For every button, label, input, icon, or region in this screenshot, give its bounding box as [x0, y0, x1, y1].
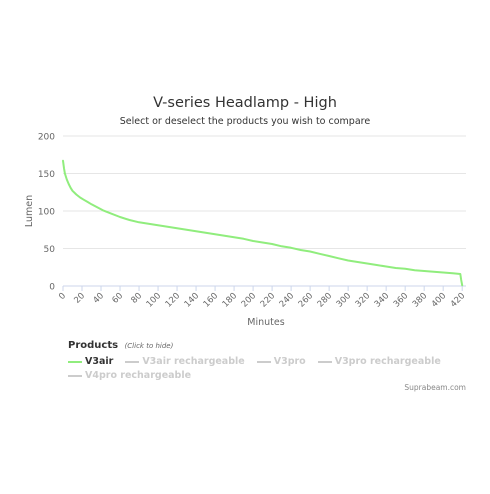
y-tick-label: 100 — [38, 208, 55, 218]
legend-swatch — [317, 360, 332, 363]
series-line-v3air[interactable] — [62, 159, 464, 287]
x-tick-label: 60 — [110, 291, 125, 306]
x-tick-label: 260 — [297, 291, 316, 310]
x-axis-title: Minutes — [247, 317, 284, 328]
chart-title: V-series Headlamp - High — [153, 95, 337, 111]
x-tick-label: 180 — [221, 291, 240, 310]
legend-label: V3air — [85, 356, 114, 367]
y-tick-label: 0 — [49, 283, 55, 293]
series-layer — [62, 159, 464, 287]
legend-hint: (Click to hide) — [124, 342, 174, 350]
x-tick-label: 340 — [373, 291, 392, 310]
legend-swatch — [68, 360, 82, 363]
legend: Products (Click to hide) V3air V3air rech… — [68, 340, 448, 382]
x-tick-label: 300 — [335, 291, 354, 310]
legend-label: V3pro — [273, 356, 306, 367]
x-tick-label: 100 — [145, 291, 164, 310]
x-tick-label: 380 — [411, 291, 430, 310]
legend-label: V3air rechargeable — [142, 356, 245, 367]
legend-label: V4pro rechargeable — [85, 370, 192, 381]
x-tick-label: 20 — [72, 291, 87, 306]
x-tick-label: 360 — [392, 291, 411, 310]
x-tick-label: 200 — [240, 291, 259, 310]
x-tick-label: 420 — [449, 291, 468, 310]
legend-label: V3pro rechargeable — [334, 356, 441, 367]
y-axis-title: Lumen — [24, 195, 35, 227]
x-tick-label: 160 — [202, 291, 221, 310]
legend-item-v4pro-rechargeable[interactable]: V4pro rechargeable — [68, 369, 191, 382]
y-tick-label: 150 — [38, 170, 55, 180]
x-tick-label: 80 — [129, 291, 144, 306]
x-tick-label: 120 — [164, 291, 183, 310]
legend-title: Products (Click to hide) — [68, 340, 448, 351]
x-tick-label: 0 — [57, 291, 68, 302]
legend-title-text: Products — [68, 340, 119, 351]
y-tick-label: 50 — [44, 245, 56, 255]
x-tick-label: 140 — [183, 291, 202, 310]
x-tick-label: 400 — [430, 291, 449, 310]
legend-swatch — [125, 360, 140, 363]
legend-swatch — [68, 374, 82, 377]
legend-item-v3air[interactable]: V3air — [68, 355, 113, 368]
y-tick-label: 200 — [38, 133, 55, 143]
credits-link[interactable]: Suprabeam.com — [404, 383, 466, 392]
legend-item-v3air-rechargeable[interactable]: V3air rechargeable — [125, 355, 245, 368]
x-tick-label: 320 — [354, 291, 373, 310]
chart-subtitle: Select or deselect the products you wish… — [120, 116, 371, 127]
x-tick-label: 280 — [316, 291, 335, 310]
legend-items: V3air V3air rechargeable V3pro V3pro rechar… — [68, 355, 448, 382]
legend-swatch — [256, 360, 271, 363]
legend-item-v3pro[interactable]: V3pro — [256, 355, 306, 368]
legend-item-v3pro-rechargeable[interactable]: V3pro rechargeable — [317, 355, 441, 368]
grid-layer — [63, 135, 466, 287]
x-tick-label: 240 — [278, 291, 297, 310]
x-tick-label: 40 — [91, 291, 106, 306]
x-tick-label: 220 — [259, 291, 278, 310]
